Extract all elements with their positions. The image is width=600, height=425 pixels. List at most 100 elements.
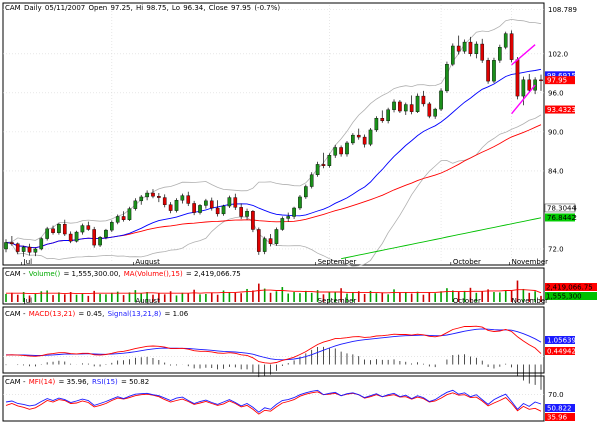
candle-body bbox=[456, 45, 461, 52]
candle-body bbox=[221, 205, 226, 215]
rsi-name: RSI(15) bbox=[92, 378, 118, 386]
candle-body bbox=[262, 238, 267, 252]
volume-bar bbox=[193, 289, 195, 302]
mfi-rsi-tag-label: 35.96 bbox=[547, 414, 568, 422]
volume-bar bbox=[199, 294, 201, 302]
volume-bar bbox=[481, 291, 484, 302]
candle-body bbox=[439, 90, 443, 110]
candle-body bbox=[104, 229, 108, 238]
candle-body bbox=[333, 147, 338, 156]
candle-body bbox=[151, 192, 155, 197]
volume-bar bbox=[387, 294, 389, 302]
volume-bar bbox=[134, 290, 137, 302]
volume-prefix: CAM - bbox=[5, 270, 26, 278]
volume-bar bbox=[5, 293, 7, 302]
candle-body bbox=[362, 136, 367, 145]
candle-body bbox=[415, 95, 420, 112]
volume-bar bbox=[340, 288, 342, 302]
candle-body bbox=[409, 104, 414, 112]
volume-bar bbox=[205, 293, 207, 302]
mfi-rsi-tick-label: 70.0 bbox=[548, 391, 564, 399]
volume-bar bbox=[369, 290, 372, 302]
candle-body bbox=[533, 79, 537, 91]
volume-bar bbox=[128, 292, 131, 302]
low-label: Lo bbox=[172, 4, 180, 12]
candle-body bbox=[374, 118, 379, 131]
candle-body bbox=[227, 197, 232, 207]
volume-bar bbox=[328, 291, 331, 302]
volume-bar bbox=[40, 291, 43, 302]
volume-bar bbox=[240, 293, 242, 302]
trendline-lower bbox=[511, 84, 536, 115]
candle-body bbox=[351, 134, 355, 144]
candle-body bbox=[474, 43, 479, 54]
volume-bar bbox=[46, 290, 48, 302]
candle-body bbox=[74, 231, 79, 242]
trendline-upper bbox=[511, 44, 536, 66]
candle-body bbox=[256, 229, 261, 252]
candle-body bbox=[162, 197, 167, 205]
price-tag-box bbox=[544, 203, 576, 213]
candle-body bbox=[209, 200, 214, 209]
candle-body bbox=[421, 95, 426, 105]
candle-body bbox=[321, 164, 326, 166]
volume-tags: 2,419,066.751,555,300 bbox=[545, 283, 597, 301]
price-tick-label: 102.0 bbox=[548, 50, 568, 58]
macd-lines bbox=[5, 325, 542, 364]
macd-histogram bbox=[5, 346, 542, 390]
volume-tag-box bbox=[545, 283, 597, 291]
volume-bar bbox=[393, 289, 395, 302]
volume-bar bbox=[352, 292, 354, 302]
volume-bar bbox=[422, 294, 425, 302]
candle-body bbox=[198, 205, 202, 213]
volume-bar bbox=[334, 292, 337, 302]
candle-body bbox=[345, 142, 349, 155]
volume-bar bbox=[258, 283, 260, 302]
volume-bar bbox=[140, 293, 143, 302]
moving-average-200 bbox=[341, 217, 542, 260]
macd-tag-label: 1.05639 bbox=[547, 337, 576, 345]
volume-bar bbox=[22, 292, 25, 302]
candle-body bbox=[192, 203, 196, 213]
volume-bar bbox=[487, 289, 489, 302]
volume-bar bbox=[81, 293, 84, 302]
open-label: Open bbox=[89, 4, 108, 12]
macd-tag-box bbox=[545, 336, 575, 344]
volume-bar bbox=[28, 295, 31, 302]
candle-body bbox=[98, 237, 102, 246]
macd-panel-frame bbox=[2, 306, 545, 374]
candle-body bbox=[386, 109, 390, 122]
price-candles bbox=[4, 30, 543, 257]
mfi-rsi-tag-box bbox=[545, 413, 575, 421]
candle-body bbox=[233, 197, 238, 208]
candle-body bbox=[57, 224, 61, 233]
volume-bar bbox=[163, 294, 166, 302]
candle-body bbox=[145, 192, 149, 198]
volume-bar bbox=[281, 287, 284, 302]
volume-bar bbox=[316, 290, 319, 302]
price-tag-box bbox=[545, 71, 575, 80]
candle-body bbox=[92, 229, 97, 246]
macd-prefix: CAM - bbox=[5, 310, 26, 318]
candle-body bbox=[215, 207, 220, 215]
price-panel: 108.789 102.0 96.0 90.0 84.0 78.3044 76.8442 72… bbox=[2, 2, 577, 267]
price-tick-label: 90.0 bbox=[548, 128, 564, 136]
candle-body bbox=[68, 233, 73, 242]
volume-bar bbox=[34, 293, 37, 302]
candle-body bbox=[204, 200, 208, 206]
candle-body bbox=[180, 195, 185, 201]
candle-body bbox=[62, 224, 67, 235]
volume-bar bbox=[493, 292, 495, 302]
macd-label: CAM - MACD(13,21) = 0.45, Signal(13,21,8… bbox=[5, 310, 189, 318]
volume-bar bbox=[346, 293, 348, 302]
candle-body bbox=[315, 164, 320, 176]
volume-tag-box bbox=[545, 292, 597, 300]
volume-bar bbox=[216, 294, 219, 302]
candle-body bbox=[133, 200, 138, 209]
volume-bar bbox=[269, 292, 272, 302]
month-label: Jul bbox=[23, 258, 33, 266]
volume-bar bbox=[363, 293, 366, 302]
volume-bar bbox=[181, 292, 184, 302]
